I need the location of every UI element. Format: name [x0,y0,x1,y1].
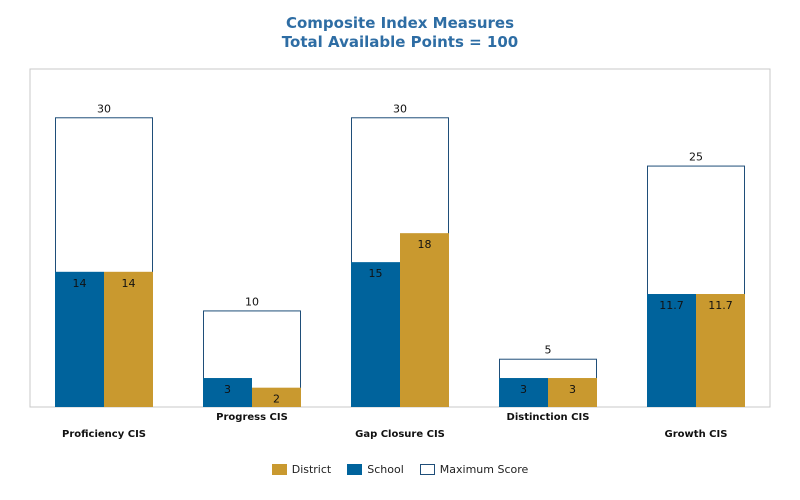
label-district-distinction-cis: 3 [569,383,576,396]
label-school-growth-cis: 11.7 [659,299,684,312]
bar-school-proficiency-cis [55,271,104,407]
label-school-progress-cis: 3 [224,383,231,396]
legend-label-district: District [291,463,332,476]
legend-label-maximum-score: Maximum Score [439,463,529,476]
label-maximum-score-growth-cis: 25 [689,151,703,164]
bar-school-gap-closure-cis [351,262,400,407]
bar-district-growth-cis [696,294,745,407]
bar-school-progress-cis [203,378,252,407]
label-district-gap-closure-cis: 18 [418,238,432,251]
label-district-growth-cis: 11.7 [708,299,733,312]
label-maximum-score-distinction-cis: 5 [545,344,552,357]
chart-title-block: Composite Index Measures Total Available… [0,14,800,52]
label-maximum-score-gap-closure-cis: 30 [393,102,407,115]
bar-district-proficiency-cis [104,271,153,407]
chart-title: Composite Index Measures [285,14,515,32]
legend-item-district: District [271,463,332,476]
category-label-proficiency-cis: Proficiency CIS [62,429,146,440]
category-label-distinction-cis: Distinction CIS [507,412,590,423]
label-district-proficiency-cis: 14 [122,277,136,290]
bar-district-gap-closure-cis [400,233,449,407]
label-school-proficiency-cis: 14 [73,277,87,290]
label-maximum-score-progress-cis: 10 [245,295,259,308]
bar-district-progress-cis [252,387,301,407]
legend-item-school: School [347,463,404,476]
category-label-gap-closure-cis: Gap Closure CIS [355,429,445,440]
bar-school-growth-cis [647,294,696,407]
legend-item-maximum-score: Maximum Score [419,463,529,476]
bar-school-distinction-cis [499,378,548,407]
category-label-progress-cis: Progress CIS [216,412,288,423]
chart-subtitle: Total Available Points = 100 [281,33,519,51]
legend-swatch-school [347,464,363,475]
label-school-gap-closure-cis: 15 [369,267,383,280]
legend-label-school: School [367,463,404,476]
legend-swatch-district [271,464,287,475]
category-label-growth-cis: Growth CIS [665,429,728,440]
label-district-progress-cis: 2 [273,393,280,406]
bar-district-distinction-cis [548,378,597,407]
label-maximum-score-proficiency-cis: 30 [97,102,111,115]
label-school-distinction-cis: 3 [520,383,527,396]
legend: District School Maximum Score [0,463,800,476]
legend-swatch-maximum-score [419,464,435,475]
